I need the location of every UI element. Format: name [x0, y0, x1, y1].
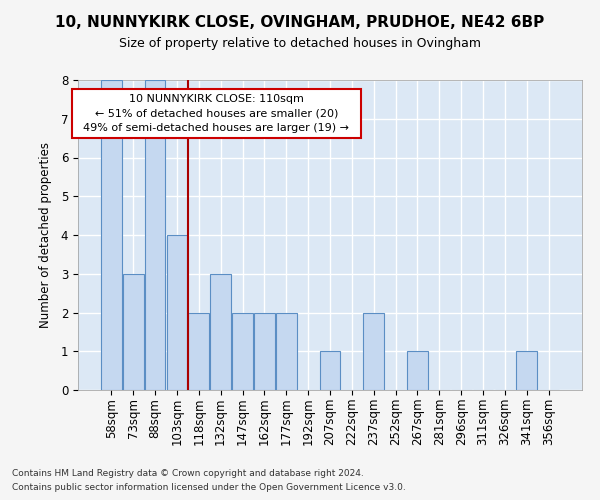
Bar	[517, 351, 537, 390]
Bar	[210, 274, 231, 390]
Bar	[123, 274, 143, 390]
Bar	[407, 351, 428, 390]
Bar	[188, 312, 209, 390]
Bar	[254, 312, 275, 390]
Text: Size of property relative to detached houses in Ovingham: Size of property relative to detached ho…	[119, 38, 481, 51]
Y-axis label: Number of detached properties: Number of detached properties	[40, 142, 52, 328]
Text: Contains HM Land Registry data © Crown copyright and database right 2024.: Contains HM Land Registry data © Crown c…	[12, 468, 364, 477]
Bar	[232, 312, 253, 390]
Bar	[167, 235, 187, 390]
Text: 10, NUNNYKIRK CLOSE, OVINGHAM, PRUDHOE, NE42 6BP: 10, NUNNYKIRK CLOSE, OVINGHAM, PRUDHOE, …	[55, 15, 545, 30]
Text: Contains public sector information licensed under the Open Government Licence v3: Contains public sector information licen…	[12, 484, 406, 492]
Bar	[364, 312, 384, 390]
Bar	[276, 312, 296, 390]
Bar	[320, 351, 340, 390]
Text: 10 NUNNYKIRK CLOSE: 110sqm  
  ← 51% of detached houses are smaller (20)  
  49%: 10 NUNNYKIRK CLOSE: 110sqm ← 51% of deta…	[76, 94, 356, 133]
Bar	[101, 80, 122, 390]
Bar	[145, 80, 166, 390]
